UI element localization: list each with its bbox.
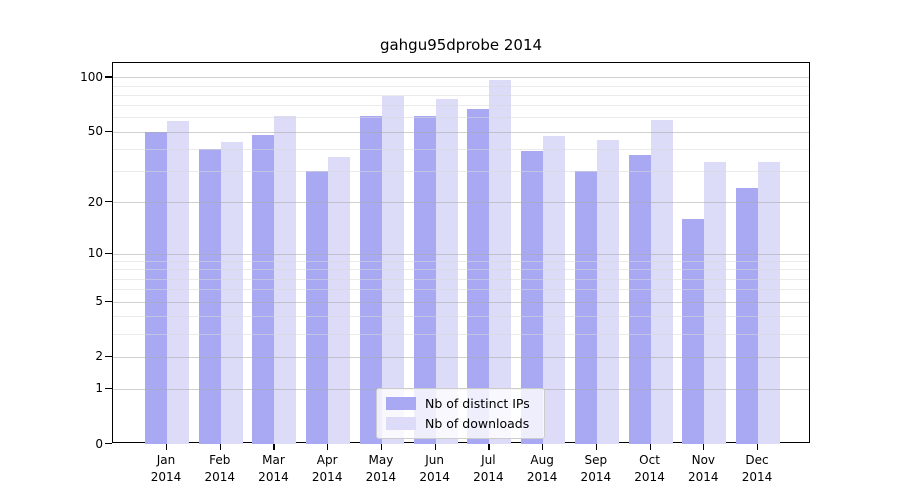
year-label: 2014: [150, 470, 182, 484]
year-label: 2014: [365, 470, 397, 484]
legend-label-downloads: Nb of downloads: [425, 416, 530, 431]
x-tick-mark: [434, 444, 436, 450]
x-tick-mark: [380, 444, 383, 450]
bar-jan-downloads: [167, 121, 189, 444]
bar-jul-ips: [467, 108, 490, 444]
y-tick-mark: [105, 130, 112, 132]
x-tick-label-dec: Dec 2014: [742, 452, 773, 486]
year-label: 2014: [473, 470, 504, 484]
year-label: 2014: [419, 470, 450, 484]
x-tick-mark: [757, 444, 759, 450]
bar-mar-downloads: [274, 116, 297, 444]
bar-apr-downloads: [328, 157, 351, 444]
legend-swatch-distinct-ips: [386, 397, 416, 410]
x-tick-label-nov: Nov 2014: [688, 452, 719, 486]
y-tick-label: 1: [95, 381, 103, 396]
month-label: Mar: [262, 453, 285, 467]
y-tick-label: 100: [80, 69, 103, 84]
y-tick-mark: [105, 355, 112, 357]
x-tick-label-apr: Apr 2014: [312, 452, 343, 486]
chart-title: gahgu95dprobe 2014: [379, 36, 543, 54]
bar-aug-ips: [521, 150, 544, 444]
year-label: 2014: [526, 470, 558, 484]
month-label: Sep: [584, 453, 608, 467]
year-label: 2014: [580, 470, 612, 484]
month-label: Apr: [316, 453, 338, 467]
y-tick-label: 2: [95, 349, 103, 364]
bar-dec-ips: [736, 188, 759, 444]
bar-aug-downloads: [543, 136, 566, 444]
y-tick-mark: [105, 201, 112, 203]
bar-jun-ips: [413, 116, 436, 444]
x-tick-label-jan: Jan 2014: [151, 452, 182, 486]
year-label: 2014: [204, 470, 235, 484]
y-tick-label: 0: [95, 436, 103, 451]
month-label: Dec: [745, 453, 769, 467]
month-label: Aug: [530, 453, 554, 467]
y-tick-label: 20: [87, 194, 103, 209]
bar-mar-ips: [252, 134, 275, 444]
x-tick-label-feb: Feb 2014: [204, 452, 235, 486]
legend-label-distinct-ips: Nb of distinct IPs: [425, 396, 530, 411]
x-tick-mark: [542, 444, 544, 450]
plot-area: Nb of distinct IPs Nb of downloads: [112, 62, 810, 444]
month-label: Jan: [156, 453, 176, 467]
legend-swatch-downloads: [386, 417, 416, 430]
year-label: 2014: [741, 470, 773, 484]
x-tick-mark: [488, 444, 490, 450]
x-tick-mark: [703, 444, 705, 450]
y-tick-mark: [105, 76, 112, 78]
x-tick-label-jul: Jul 2014: [473, 452, 504, 486]
y-tick-label: 10: [87, 246, 103, 260]
month-label: Jun: [425, 453, 445, 467]
month-label: Jul: [481, 453, 496, 467]
x-tick-label-oct: Oct 2014: [634, 452, 665, 486]
x-tick-mark: [595, 444, 598, 450]
month-label: Nov: [691, 453, 716, 467]
x-tick-mark: [327, 444, 329, 450]
y-tick-mark: [105, 252, 112, 254]
y-tick-mark: [105, 387, 112, 390]
bars-layer: [113, 63, 809, 444]
x-tick-mark: [219, 444, 221, 450]
x-tick-label-may: May 2014: [366, 452, 397, 486]
bar-feb-ips: [198, 148, 221, 444]
x-tick-label-aug: Aug 2014: [527, 452, 558, 486]
year-label: 2014: [258, 470, 289, 484]
legend: Nb of distinct IPs Nb of downloads: [376, 388, 545, 439]
bar-dec-downloads: [758, 161, 781, 444]
y-tick-label: 50: [87, 124, 103, 139]
bar-sep-downloads: [596, 139, 619, 444]
bar-apr-ips: [306, 171, 329, 444]
bar-feb-downloads: [220, 141, 243, 444]
bar-oct-ips: [628, 155, 651, 444]
bar-oct-downloads: [650, 120, 673, 444]
bar-sep-ips: [574, 171, 597, 444]
x-tick-mark: [649, 444, 651, 450]
y-tick-label: 5: [95, 294, 103, 309]
x-tick-label-sep: Sep 2014: [581, 452, 612, 486]
bar-nov-downloads: [704, 161, 727, 444]
month-label: May: [368, 453, 394, 467]
year-label: 2014: [634, 470, 665, 484]
y-tick-mark: [105, 443, 112, 445]
bar-may-ips: [359, 116, 382, 444]
bar-nov-ips: [682, 218, 705, 444]
year-label: 2014: [311, 470, 343, 484]
bar-jan-ips: [145, 131, 167, 444]
x-tick-label-jun: Jun 2014: [419, 452, 450, 486]
year-label: 2014: [688, 470, 719, 484]
x-tick-label-mar: Mar 2014: [258, 452, 289, 486]
x-tick-mark: [166, 444, 168, 450]
x-tick-mark: [273, 444, 275, 450]
month-label: Feb: [209, 453, 231, 467]
legend-row-ips: Nb of distinct IPs: [386, 396, 530, 411]
y-tick-mark: [105, 300, 112, 302]
legend-row-downloads: Nb of downloads: [386, 416, 530, 431]
month-label: Oct: [639, 453, 660, 467]
